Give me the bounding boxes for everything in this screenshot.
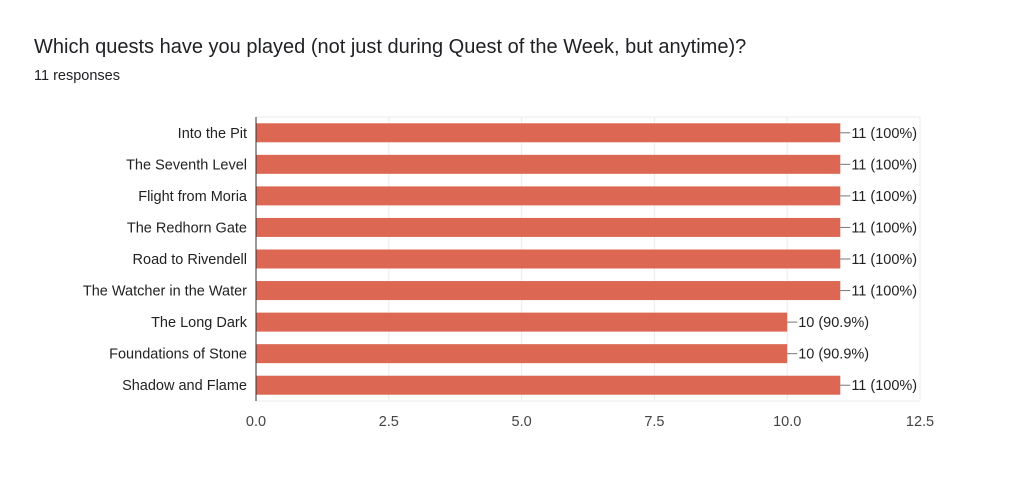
category-label: The Seventh Level <box>126 157 247 173</box>
data-label: 11 (100%) <box>851 252 917 268</box>
data-label: 11 (100%) <box>851 189 917 205</box>
x-tick-label: 5.0 <box>512 414 532 430</box>
category-label: The Watcher in the Water <box>83 284 247 300</box>
x-tick-label: 7.5 <box>644 414 664 430</box>
bar <box>256 123 841 143</box>
bar <box>256 249 841 269</box>
x-tick-label: 10.0 <box>773 414 801 430</box>
category-label: The Redhorn Gate <box>127 220 247 236</box>
x-tick-label: 0.0 <box>246 414 266 430</box>
chart-title: Which quests have you played (not just d… <box>34 36 747 58</box>
x-tick-label: 2.5 <box>379 414 399 430</box>
data-label: 11 (100%) <box>851 220 917 236</box>
bar <box>256 281 841 301</box>
category-label: Shadow and Flame <box>122 378 247 394</box>
category-label: Flight from Moria <box>138 189 248 205</box>
data-label: 11 (100%) <box>851 378 917 394</box>
data-label: 11 (100%) <box>851 284 917 300</box>
data-label: 11 (100%) <box>851 157 917 173</box>
bar <box>256 217 841 237</box>
category-label: Foundations of Stone <box>109 347 247 363</box>
data-label: 10 (90.9%) <box>798 315 869 331</box>
bar <box>256 186 841 206</box>
data-label: 11 (100%) <box>851 126 917 142</box>
bar <box>256 312 788 332</box>
data-label: 10 (90.9%) <box>798 347 869 363</box>
category-label: The Long Dark <box>151 315 248 331</box>
category-label: Into the Pit <box>178 126 247 142</box>
bar <box>256 344 788 364</box>
response-count: 11 responses <box>34 68 120 84</box>
x-tick-label: 12.5 <box>906 414 934 430</box>
bar <box>256 375 841 395</box>
category-label: Road to Rivendell <box>133 252 247 268</box>
bar <box>256 154 841 174</box>
